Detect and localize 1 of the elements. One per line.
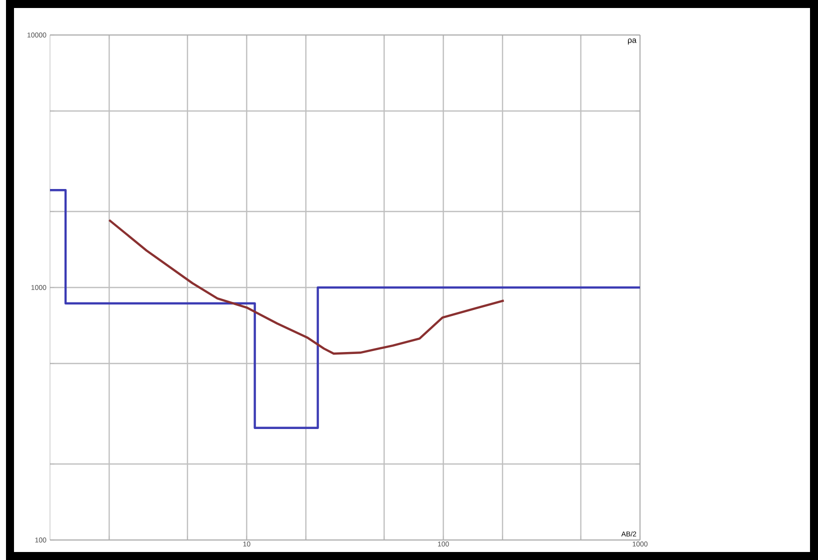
y-axis-title: ρa [628,38,636,44]
